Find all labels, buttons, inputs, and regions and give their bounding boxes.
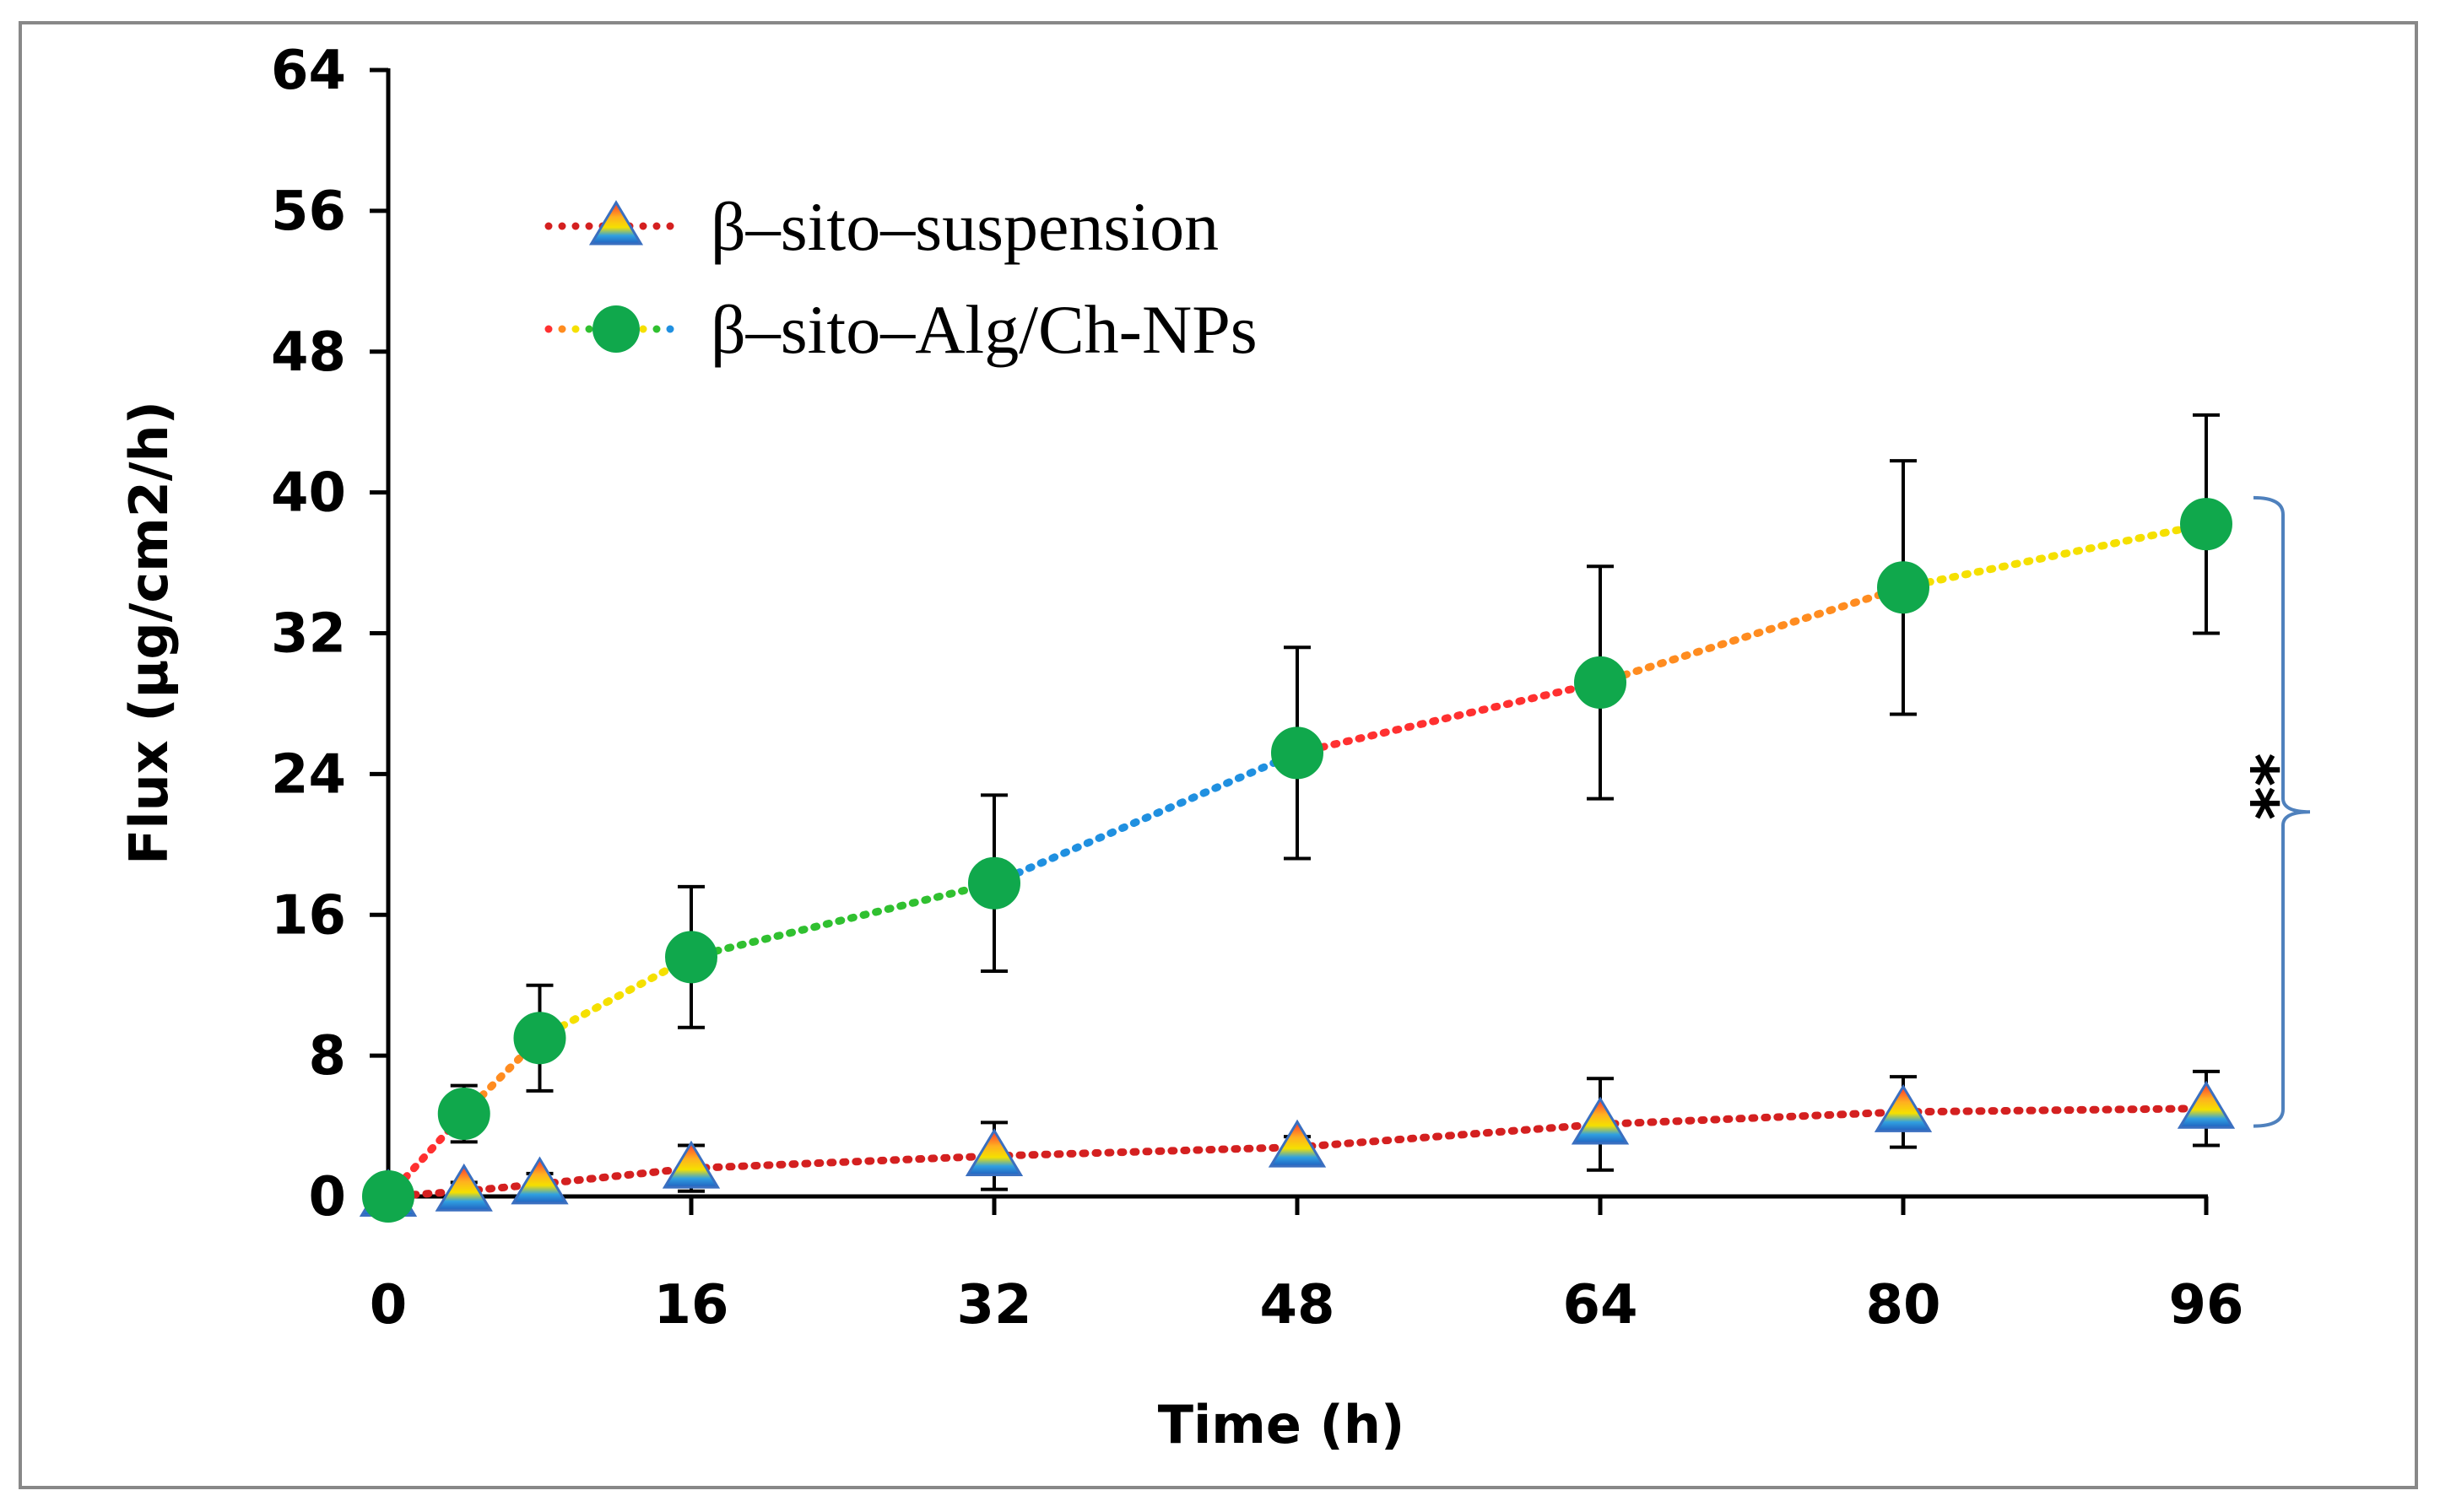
legend-line-dot: [585, 222, 593, 230]
legend-marker-circle: [592, 305, 640, 353]
legend-line-dot: [544, 325, 553, 333]
series-0-segment: [536, 1164, 695, 1188]
x-tick-label: 16: [653, 1274, 728, 1336]
series-1-point: [1574, 656, 1626, 709]
legend-line-dot: [571, 325, 580, 333]
series-1-point: [1271, 726, 1323, 780]
series-1-point: [665, 931, 717, 984]
legend-label: β–sito–Alg/Ch-NPs: [711, 291, 1258, 368]
y-tick-label: 48: [271, 321, 346, 384]
series-0-point: [965, 1128, 1024, 1177]
legend-line-dot: [652, 325, 661, 333]
legend-line-dot: [585, 325, 593, 333]
legend-line-dot: [639, 222, 647, 230]
series-1-point: [513, 1012, 566, 1065]
y-tick-label: 16: [271, 884, 346, 947]
series-0-segment: [1899, 1104, 2210, 1116]
x-tick-label: 32: [956, 1274, 1031, 1336]
legend-line-dot: [666, 222, 674, 230]
x-tick-label: 0: [370, 1274, 408, 1336]
legend-marker-triangle: [588, 200, 644, 246]
series-1-point: [362, 1170, 414, 1223]
series-1-segment: [687, 879, 998, 961]
series-0-point: [511, 1156, 569, 1205]
legend-line-dot: [571, 222, 580, 230]
series-0-point: [2177, 1080, 2236, 1129]
figure-frame: [19, 21, 2418, 1489]
legend-label: β–sito–suspension: [711, 188, 1219, 265]
y-tick-label: 24: [271, 743, 346, 806]
series-1-point: [1877, 561, 1929, 614]
x-tick-label: 48: [1259, 1274, 1334, 1336]
series-0-segment: [1293, 1120, 1604, 1152]
series-1-segment: [1596, 583, 1907, 687]
series-0-point: [1268, 1119, 1327, 1168]
x-axis-title: Time (h): [1158, 1394, 1405, 1455]
y-tick-label: 64: [271, 40, 346, 102]
significance-asterisks: **: [2217, 753, 2292, 820]
x-tick-label: 96: [2168, 1274, 2243, 1336]
series-1-segment: [1899, 520, 2210, 591]
legend-line-dot: [652, 222, 661, 230]
series-1-point: [437, 1087, 490, 1140]
legend-line-dot: [639, 325, 647, 333]
legend-line-dot: [558, 222, 566, 230]
series-1-point: [2180, 498, 2232, 551]
series-1-segment: [990, 748, 1301, 888]
series-1-segment: [1293, 678, 1604, 757]
series-0-segment: [687, 1152, 998, 1173]
legend-line-dot: [666, 325, 674, 333]
x-tick-label: 64: [1562, 1274, 1637, 1336]
y-tick-label: 8: [308, 1025, 346, 1088]
y-tick-label: 40: [271, 462, 346, 525]
series-0-point: [662, 1140, 721, 1189]
series-0-point: [1874, 1083, 1933, 1132]
series-1-segment: [536, 953, 695, 1042]
series-0-segment: [990, 1143, 1301, 1160]
x-tick-label: 80: [1865, 1274, 1940, 1336]
legend-line-dot: [558, 325, 566, 333]
series-0-point: [435, 1163, 493, 1212]
y-tick-label: 56: [271, 181, 346, 243]
y-tick-label: 0: [308, 1166, 346, 1228]
series-0-point: [1571, 1096, 1630, 1145]
series-0-segment: [1596, 1108, 1907, 1128]
significance-bracket: [2253, 495, 2311, 1128]
y-axis-title: Flux (µg/cm2/h): [118, 401, 180, 865]
series-1-point: [968, 856, 1020, 910]
y-tick-label: 32: [271, 603, 346, 666]
legend-line-dot: [544, 222, 553, 230]
